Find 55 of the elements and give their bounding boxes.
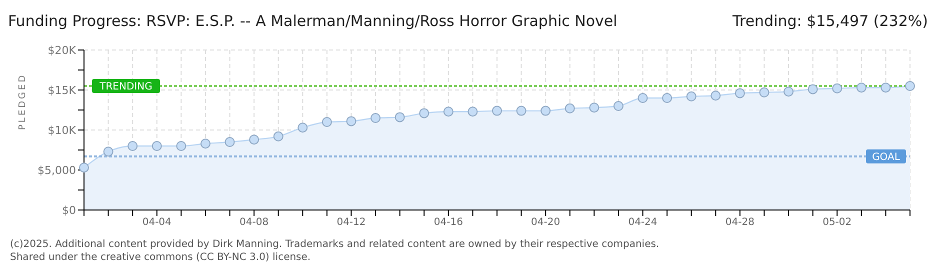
y-tick-label: $5,000	[38, 164, 76, 177]
y-tick-label: $20K	[48, 44, 77, 57]
y-tick-label: $10K	[48, 124, 77, 137]
x-tick-label: 04-12	[336, 217, 366, 228]
ref-line-label: GOAL	[872, 152, 900, 163]
x-tick-label: 04-16	[434, 217, 463, 228]
point	[103, 146, 114, 157]
point	[419, 108, 430, 118]
x-tick-label: 04-28	[725, 217, 754, 228]
y-tick-label: $15K	[48, 84, 77, 97]
point	[249, 134, 260, 145]
point	[443, 106, 454, 117]
x-tick-label: 05-02	[822, 217, 852, 228]
point	[589, 102, 600, 113]
point	[808, 84, 818, 94]
point	[516, 106, 526, 116]
point	[273, 131, 284, 142]
point	[905, 81, 915, 91]
point	[710, 90, 721, 101]
x-tick-label: 04-24	[628, 217, 658, 228]
point	[176, 141, 186, 151]
point	[832, 83, 842, 94]
point	[79, 162, 89, 173]
x-tick-label: 04-04	[142, 217, 172, 228]
point	[784, 86, 794, 97]
point	[613, 101, 624, 111]
point	[394, 112, 405, 122]
point	[540, 106, 551, 116]
point	[298, 122, 308, 133]
point	[224, 137, 235, 147]
point	[128, 141, 138, 151]
point	[686, 91, 696, 102]
chart-title: Funding Progress: RSVP: E.S.P. -- A Malerman/Manning/Ross Horror Graphic Novel	[8, 12, 618, 30]
point	[638, 93, 648, 103]
point	[662, 93, 672, 103]
x-tick-label: 04-08	[240, 217, 269, 228]
y-tick-label: $0	[62, 204, 76, 217]
point	[152, 141, 162, 151]
y-axis-title: PLEDGED	[18, 73, 28, 130]
point	[856, 82, 866, 93]
point	[734, 88, 745, 98]
text: Trending: $15,497 (232%)	[732, 12, 928, 30]
point	[468, 106, 478, 117]
text: (c)2025. Additional content provided by Dirk Manning. Trademarks and related content are owned by their respective companies.	[10, 238, 660, 251]
point	[880, 82, 891, 93]
ref-line-label: TRENDING	[98, 82, 152, 93]
x-tick-label: 04-20	[531, 217, 560, 228]
point	[200, 138, 210, 149]
point	[492, 106, 502, 116]
point	[322, 117, 332, 127]
point	[346, 116, 356, 126]
point	[759, 87, 770, 98]
point	[564, 103, 575, 114]
text: Shared under the creative commons (CC BY-NC 3.0) license.	[10, 251, 312, 264]
point	[370, 113, 381, 123]
